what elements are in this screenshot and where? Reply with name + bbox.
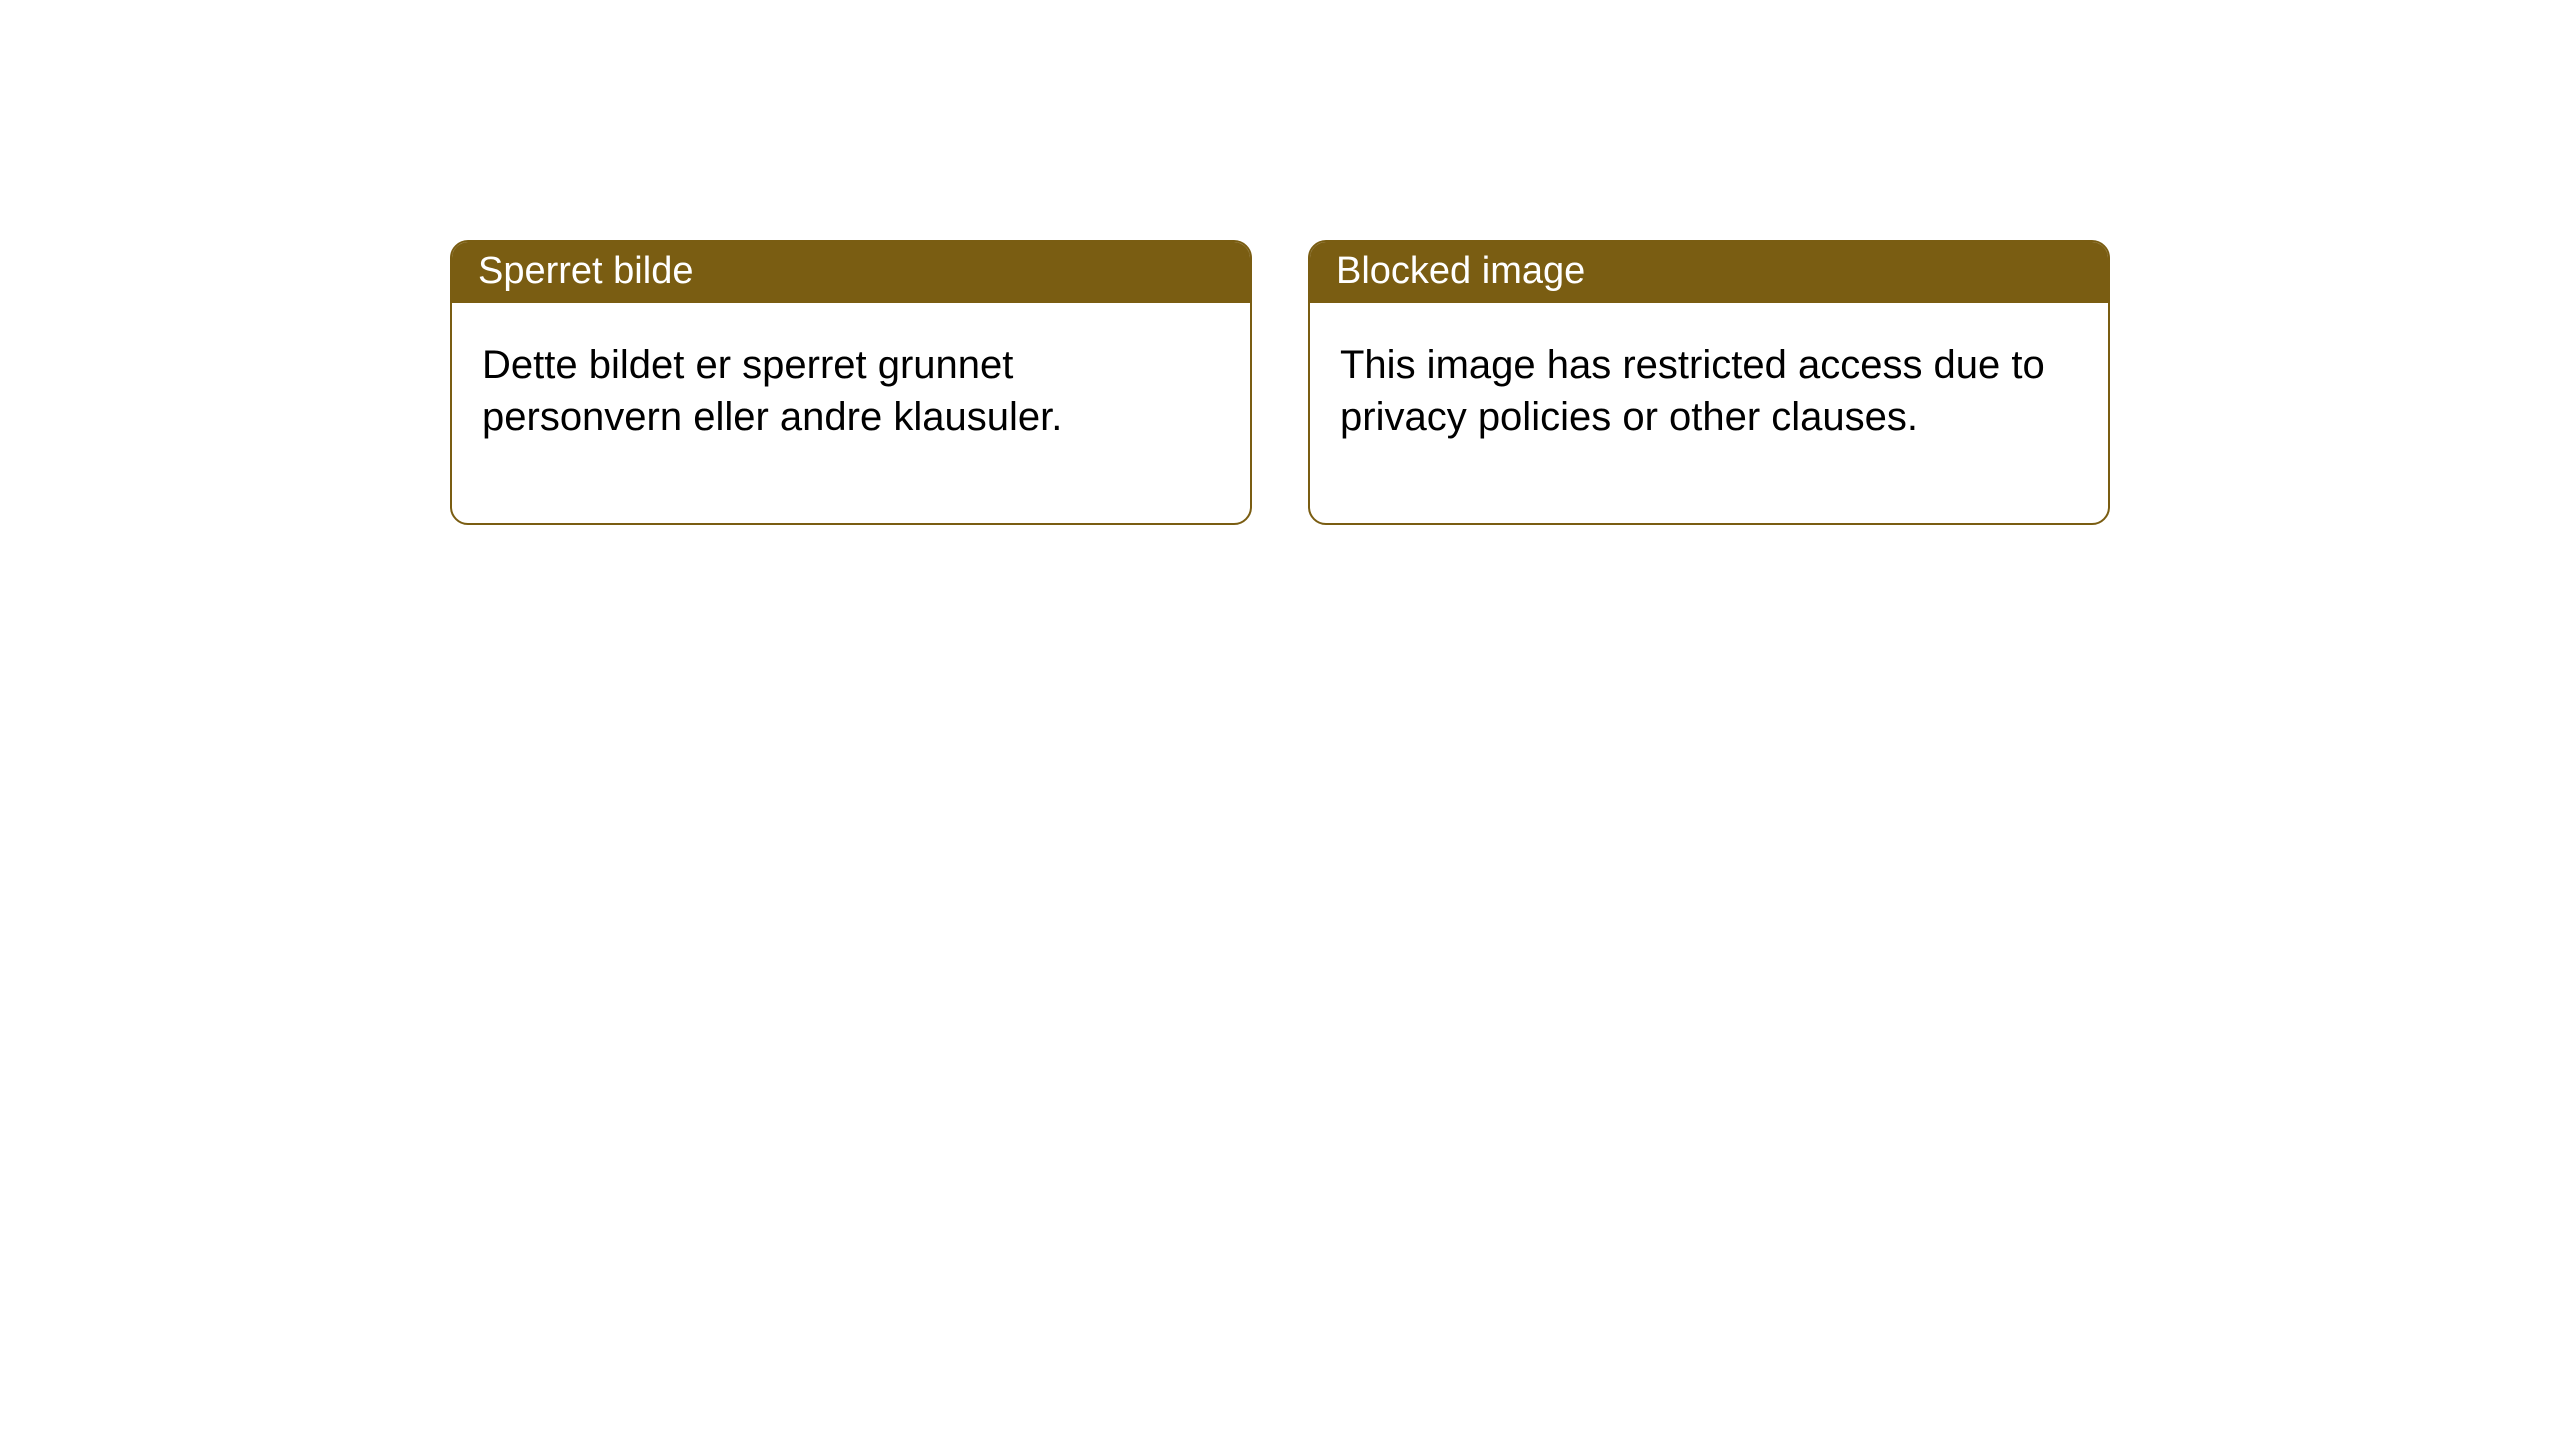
notice-card-norwegian: Sperret bilde Dette bildet er sperret gr…	[450, 240, 1252, 525]
notice-body-text: This image has restricted access due to …	[1340, 343, 2045, 439]
notice-title: Blocked image	[1336, 250, 1585, 292]
notice-body: Dette bildet er sperret grunnet personve…	[452, 303, 1250, 523]
notice-header: Blocked image	[1310, 242, 2108, 303]
notice-container: Sperret bilde Dette bildet er sperret gr…	[0, 0, 2560, 525]
notice-title: Sperret bilde	[478, 250, 693, 292]
notice-header: Sperret bilde	[452, 242, 1250, 303]
notice-card-english: Blocked image This image has restricted …	[1308, 240, 2110, 525]
notice-body: This image has restricted access due to …	[1310, 303, 2108, 523]
notice-body-text: Dette bildet er sperret grunnet personve…	[482, 343, 1062, 439]
